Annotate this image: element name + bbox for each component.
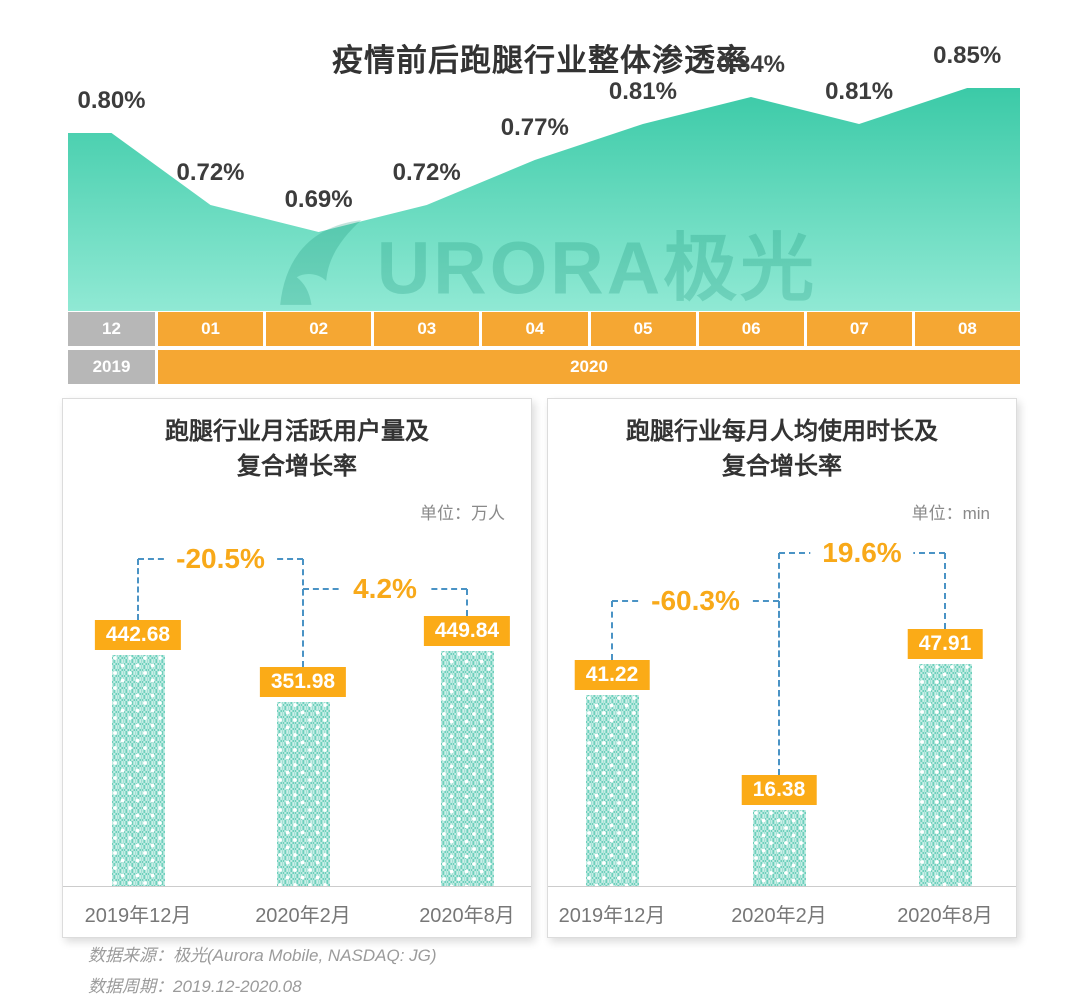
month-cell: 08 bbox=[914, 312, 1020, 346]
area-value-label: 0.81% bbox=[825, 78, 894, 105]
area-value-label: 0.80% bbox=[77, 87, 146, 114]
month-cell: 04 bbox=[482, 312, 588, 346]
page-title: 疫情前后跑腿行业整体渗透率 bbox=[332, 42, 748, 78]
category-label: 2020年8月 bbox=[419, 905, 515, 927]
growth-rate-label: 19.6% bbox=[810, 537, 914, 569]
bar-value-box: 41.22 bbox=[574, 659, 650, 690]
growth-line-vertical bbox=[944, 553, 946, 629]
area-value-label: 0.72% bbox=[392, 159, 461, 186]
footer: 数据来源：极光(Aurora Mobile, NASDAQ: JG) 数据周期：… bbox=[88, 940, 437, 1003]
bar-value-box: 442.68 bbox=[94, 619, 182, 650]
month-cell: 06 bbox=[698, 312, 804, 346]
growth-line-vertical bbox=[778, 553, 780, 776]
month-cell: 01 bbox=[158, 312, 264, 346]
growth-line-vertical bbox=[302, 589, 304, 668]
bar-plot: -60.3% 19.6% 41.22 2019年12月 16.38 2020年2月 47.9… bbox=[548, 399, 1016, 937]
year-axis-row: 2019 2020 bbox=[68, 350, 1020, 384]
bar bbox=[440, 651, 494, 886]
year-cell: 2020 bbox=[158, 350, 1020, 384]
footer-period: 数据周期：2019.12-2020.08 bbox=[88, 977, 302, 997]
bar bbox=[752, 810, 806, 886]
area-value-label: 0.69% bbox=[284, 186, 353, 213]
month-cell: 03 bbox=[374, 312, 480, 346]
bar-value-box: 16.38 bbox=[741, 775, 817, 806]
bar-value-box: 351.98 bbox=[259, 667, 347, 698]
penetration-area-chart bbox=[68, 88, 1020, 311]
month-cell: 12 bbox=[68, 312, 155, 346]
category-label: 2019年12月 bbox=[558, 905, 666, 927]
area-series bbox=[68, 88, 1020, 311]
month-cell: 07 bbox=[806, 312, 912, 346]
category-label: 2020年2月 bbox=[255, 905, 351, 927]
panel-title: 跑腿行业每月人均使用时长及 复合增长率 bbox=[626, 418, 938, 480]
growth-line-vertical bbox=[466, 589, 468, 616]
bar bbox=[276, 702, 330, 886]
growth-rate-label: -60.3% bbox=[639, 585, 752, 617]
x-axis-line bbox=[548, 886, 1016, 887]
footer-source: 数据来源：极光(Aurora Mobile, NASDAQ: JG) bbox=[88, 946, 437, 965]
category-label: 2020年8月 bbox=[897, 905, 993, 927]
mau-panel: 跑腿行业月活跃用户量及 复合增长率 单位：万人 -20.5% 4.2% 442.68… bbox=[62, 398, 532, 938]
bar bbox=[918, 664, 972, 886]
year-cell: 2019 bbox=[68, 350, 155, 384]
area-value-label: 0.84% bbox=[716, 51, 786, 78]
month-cell: 02 bbox=[266, 312, 372, 346]
bar bbox=[111, 654, 165, 886]
category-label: 2020年2月 bbox=[731, 905, 827, 927]
unit-label: 单位：万人 bbox=[420, 504, 505, 523]
panel-title: 跑腿行业月活跃用户量及 复合增长率 bbox=[165, 418, 429, 480]
category-label: 2019年12月 bbox=[84, 905, 192, 927]
bar-value-box: 47.91 bbox=[907, 629, 983, 659]
area-value-label: 0.81% bbox=[608, 78, 677, 105]
growth-rate-label: -20.5% bbox=[164, 543, 277, 575]
bar-value-box: 449.84 bbox=[423, 616, 511, 646]
area-value-label: 0.85% bbox=[933, 42, 1002, 69]
bar bbox=[585, 694, 639, 886]
growth-line-vertical bbox=[611, 601, 613, 660]
x-axis-line bbox=[63, 886, 531, 887]
area-value-label: 0.77% bbox=[500, 114, 569, 141]
month-cell: 05 bbox=[590, 312, 696, 346]
growth-rate-label: 4.2% bbox=[341, 573, 429, 605]
area-value-label: 0.72% bbox=[176, 159, 245, 186]
bar-plot: -20.5% 4.2% 442.68 2019年12月 351.98 2020年2月 449… bbox=[63, 399, 531, 937]
duration-panel: 跑腿行业每月人均使用时长及 复合增长率 单位：min -60.3% 19.6% 41… bbox=[547, 398, 1017, 938]
growth-line-vertical bbox=[137, 559, 139, 620]
unit-label: 单位：min bbox=[911, 504, 990, 523]
month-axis-row: 12 01 02 03 04 05 06 07 08 bbox=[68, 312, 1020, 346]
